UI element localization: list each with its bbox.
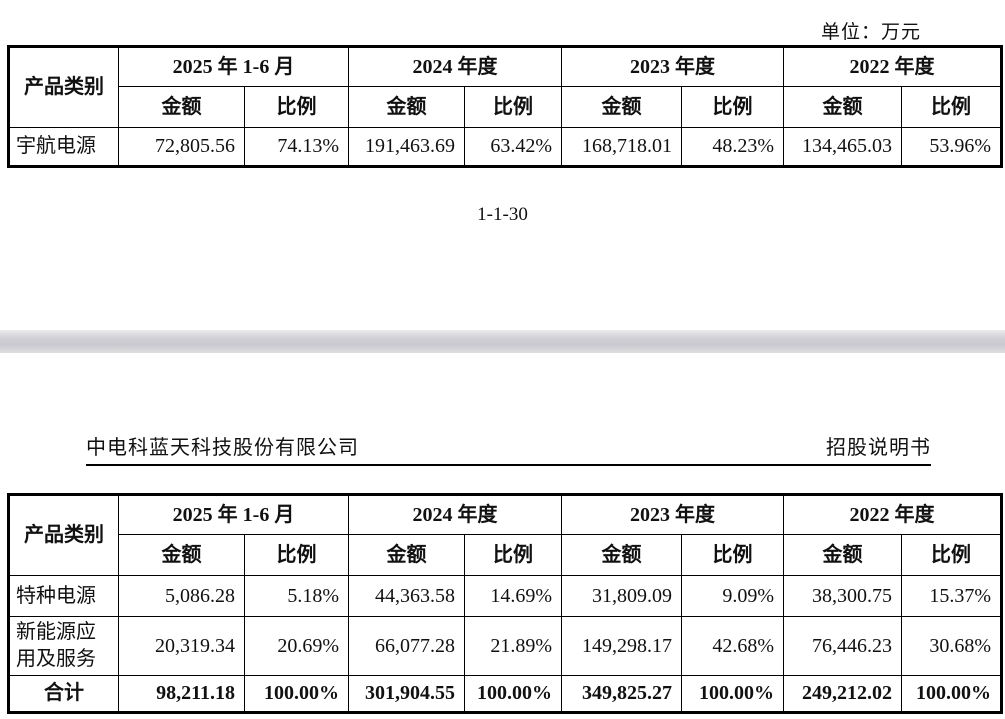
product-name-cell: 特种电源 — [8, 575, 119, 617]
document-running-header: 中电科蓝天科技股份有限公司 招股说明书 — [86, 431, 931, 466]
amount-header: 金额 — [118, 534, 245, 576]
product-revenue-table-bottom: 产品类别 2025 年 1-6 月 2024 年度 2023 年度 2022 年… — [7, 493, 1004, 714]
product-name-cell: 新能源应用及服务 — [8, 616, 119, 676]
amount-cell: 20,319.34 — [118, 616, 245, 676]
ratio-cell: 63.42% — [464, 127, 563, 167]
company-name: 中电科蓝天科技股份有限公司 — [86, 437, 359, 459]
amount-cell: 301,904.55 — [348, 675, 466, 713]
product-name-cell: 宇航电源 — [8, 127, 119, 167]
amount-cell: 66,077.28 — [348, 616, 466, 676]
period-header-2024: 2024 年度 — [348, 494, 563, 535]
ratio-header: 比例 — [243, 86, 350, 128]
amount-cell: 72,805.56 — [118, 127, 245, 167]
amount-cell: 76,446.23 — [783, 616, 903, 676]
ratio-header: 比例 — [464, 86, 563, 128]
period-header-2022: 2022 年度 — [783, 494, 1003, 535]
ratio-cell: 100.00% — [464, 675, 563, 713]
ratio-header: 比例 — [901, 534, 1003, 576]
ratio-cell: 48.23% — [681, 127, 785, 167]
product-revenue-table-top: 产品类别 2025 年 1-6 月 2024 年度 2023 年度 2022 年… — [7, 45, 1004, 168]
ratio-cell: 9.09% — [681, 575, 785, 617]
period-header-2022: 2022 年度 — [783, 46, 1003, 87]
amount-header: 金额 — [118, 86, 245, 128]
amount-cell: 134,465.03 — [783, 127, 903, 167]
amount-cell: 149,298.17 — [561, 616, 683, 676]
period-header-2023: 2023 年度 — [561, 494, 785, 535]
document-type-label: 招股说明书 — [826, 437, 931, 459]
amount-header: 金额 — [783, 534, 903, 576]
page-number: 1-1-30 — [477, 204, 528, 225]
unit-label: 单位：万元 — [820, 22, 921, 43]
ratio-cell: 42.68% — [681, 616, 785, 676]
amount-header: 金额 — [348, 534, 466, 576]
ratio-header: 比例 — [464, 534, 563, 576]
total-label-cell: 合计 — [8, 675, 119, 713]
ratio-header: 比例 — [901, 86, 1003, 128]
ratio-cell: 100.00% — [901, 675, 1003, 713]
amount-cell: 168,718.01 — [561, 127, 683, 167]
table-row-total: 合计 98,211.18 100.00% 301,904.55 100.00% … — [8, 675, 1003, 713]
amount-cell: 5,086.28 — [118, 575, 245, 617]
ratio-cell: 100.00% — [681, 675, 785, 713]
ratio-header: 比例 — [681, 534, 785, 576]
amount-header: 金额 — [561, 86, 683, 128]
ratio-cell: 100.00% — [243, 675, 350, 713]
table-header-period-row: 产品类别 2025 年 1-6 月 2024 年度 2023 年度 2022 年… — [8, 494, 1003, 576]
period-header-2024: 2024 年度 — [348, 46, 563, 87]
ratio-cell: 14.69% — [464, 575, 563, 617]
amount-header: 金额 — [561, 534, 683, 576]
table-row-special-power: 特种电源 5,086.28 5.18% 44,363.58 14.69% 31,… — [8, 575, 1003, 617]
ratio-cell: 5.18% — [243, 575, 350, 617]
ratio-cell: 21.89% — [464, 616, 563, 676]
amount-cell: 38,300.75 — [783, 575, 903, 617]
ratio-header: 比例 — [243, 534, 350, 576]
period-header-2023: 2023 年度 — [561, 46, 785, 87]
amount-cell: 349,825.27 — [561, 675, 683, 713]
ratio-cell: 20.69% — [243, 616, 350, 676]
amount-header: 金额 — [348, 86, 466, 128]
amount-header: 金额 — [783, 86, 903, 128]
ratio-cell: 53.96% — [901, 127, 1003, 167]
period-header-2025: 2025 年 1-6 月 — [117, 494, 350, 535]
page-gap-separator — [0, 330, 1005, 353]
amount-cell: 249,212.02 — [783, 675, 903, 713]
product-category-header: 产品类别 — [8, 494, 119, 576]
amount-cell: 191,463.69 — [348, 127, 466, 167]
product-category-header: 产品类别 — [8, 46, 119, 128]
table-header-sub-row: 金额 比例 金额 比例 金额 比例 金额 比例 — [9, 534, 1003, 576]
ratio-cell: 74.13% — [243, 127, 350, 167]
period-header-2025: 2025 年 1-6 月 — [117, 46, 350, 87]
amount-cell: 31,809.09 — [561, 575, 683, 617]
ratio-header: 比例 — [681, 86, 785, 128]
table-header-sub-row: 金额 比例 金额 比例 金额 比例 金额 比例 — [9, 86, 1003, 128]
table-header-period-row: 产品类别 2025 年 1-6 月 2024 年度 2023 年度 2022 年… — [8, 46, 1003, 128]
amount-cell: 44,363.58 — [348, 575, 466, 617]
amount-cell: 98,211.18 — [118, 675, 245, 713]
ratio-cell: 15.37% — [901, 575, 1003, 617]
table-row-new-energy: 新能源应用及服务 20,319.34 20.69% 66,077.28 21.8… — [8, 616, 1003, 676]
ratio-cell: 30.68% — [901, 616, 1003, 676]
table-row-aerospace-power: 宇航电源 72,805.56 74.13% 191,463.69 63.42% … — [8, 127, 1003, 167]
